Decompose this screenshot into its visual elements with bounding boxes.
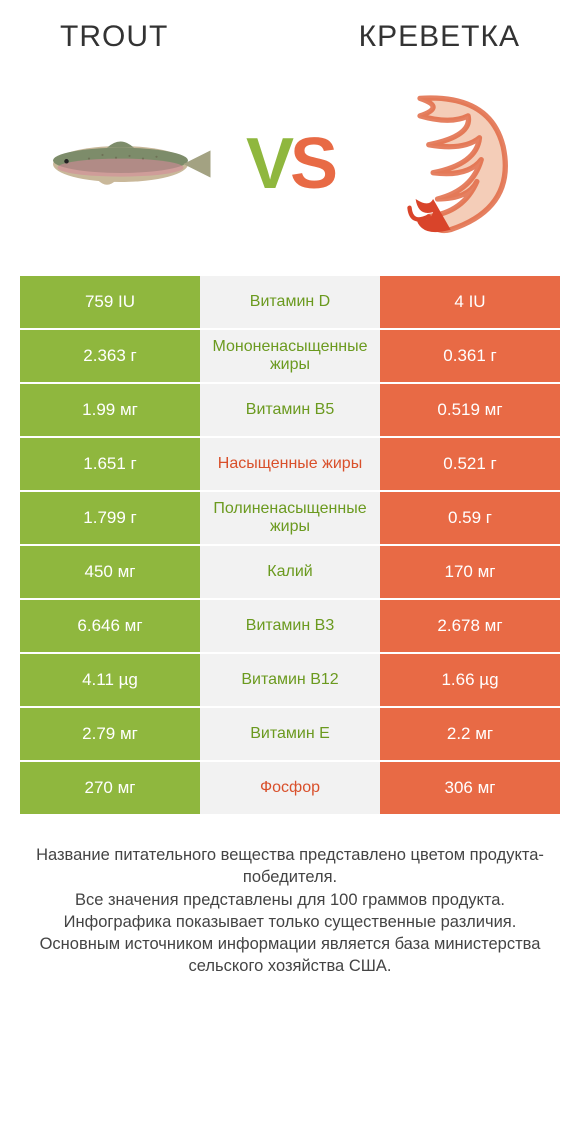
- value-right: 0.521 г: [380, 438, 560, 490]
- value-right: 0.361 г: [380, 330, 560, 382]
- vs-s: S: [290, 124, 334, 204]
- footer-notes: Название питательного вещества представл…: [0, 814, 580, 978]
- nutrient-label: Витамин D: [200, 276, 380, 328]
- value-left: 759 IU: [20, 276, 200, 328]
- value-right: 2.2 мг: [380, 708, 560, 760]
- value-right: 0.59 г: [380, 492, 560, 544]
- nutrient-label: Полиненасыщенные жиры: [200, 492, 380, 544]
- value-right: 170 мг: [380, 546, 560, 598]
- footer-line: Все значения представлены для 100 граммо…: [30, 889, 550, 911]
- nutrient-label: Мононенасыщенные жиры: [200, 330, 380, 382]
- value-right: 306 мг: [380, 762, 560, 814]
- header: Trout Креветка: [0, 0, 580, 64]
- value-right: 1.66 µg: [380, 654, 560, 706]
- value-left: 450 мг: [20, 546, 200, 598]
- table-row: 1.99 мгВитамин B50.519 мг: [20, 382, 560, 436]
- trout-image: [30, 84, 220, 244]
- table-row: 270 мгФосфор306 мг: [20, 760, 560, 814]
- table-row: 2.79 мгВитамин E2.2 мг: [20, 706, 560, 760]
- table-row: 1.799 гПолиненасыщенные жиры0.59 г: [20, 490, 560, 544]
- footer-line: Название питательного вещества представл…: [30, 844, 550, 889]
- left-title: Trout: [60, 20, 168, 54]
- value-left: 1.799 г: [20, 492, 200, 544]
- value-left: 270 мг: [20, 762, 200, 814]
- value-left: 2.363 г: [20, 330, 200, 382]
- value-right: 2.678 мг: [380, 600, 560, 652]
- value-right: 0.519 мг: [380, 384, 560, 436]
- value-left: 1.99 мг: [20, 384, 200, 436]
- table-row: 1.651 гНасыщенные жиры0.521 г: [20, 436, 560, 490]
- nutrient-label: Витамин B3: [200, 600, 380, 652]
- nutrient-label: Фосфор: [200, 762, 380, 814]
- value-left: 4.11 µg: [20, 654, 200, 706]
- nutrient-label: Насыщенные жиры: [200, 438, 380, 490]
- footer-line: Основным источником информации является …: [30, 933, 550, 978]
- table-row: 4.11 µgВитамин B121.66 µg: [20, 652, 560, 706]
- nutrient-label: Калий: [200, 546, 380, 598]
- value-left: 6.646 мг: [20, 600, 200, 652]
- table-row: 450 мгКалий170 мг: [20, 544, 560, 598]
- value-right: 4 IU: [380, 276, 560, 328]
- nutrient-label: Витамин B5: [200, 384, 380, 436]
- footer-line: Инфографика показывает только существенн…: [30, 911, 550, 933]
- comparison-table: 759 IUВитамин D4 IU2.363 гМононенасыщенн…: [20, 274, 560, 814]
- right-title: Креветка: [359, 20, 520, 54]
- table-row: 759 IUВитамин D4 IU: [20, 274, 560, 328]
- table-row: 2.363 гМононенасыщенные жиры0.361 г: [20, 328, 560, 382]
- images-row: VS: [0, 64, 580, 274]
- vs-v: V: [246, 124, 290, 204]
- value-left: 1.651 г: [20, 438, 200, 490]
- shrimp-image: [360, 84, 550, 244]
- nutrient-label: Витамин B12: [200, 654, 380, 706]
- nutrient-label: Витамин E: [200, 708, 380, 760]
- vs-label: VS: [246, 123, 334, 205]
- table-row: 6.646 мгВитамин B32.678 мг: [20, 598, 560, 652]
- value-left: 2.79 мг: [20, 708, 200, 760]
